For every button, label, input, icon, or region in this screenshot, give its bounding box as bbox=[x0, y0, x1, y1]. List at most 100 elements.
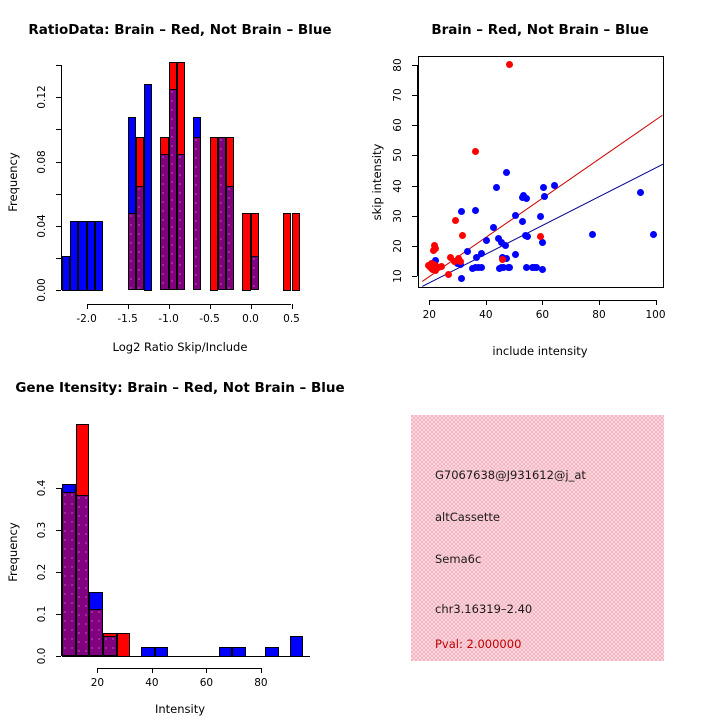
scatter-point-blue bbox=[497, 239, 505, 247]
axis-tick-label: 20 bbox=[90, 677, 105, 689]
axis-tick-label: 0.08 bbox=[36, 149, 48, 174]
axis-tick-label: 20 bbox=[422, 309, 436, 321]
histogram-bar bbox=[232, 424, 246, 657]
ratio-histogram-title: RatioData: Brain – Red, Not Brain – Blue bbox=[28, 22, 332, 38]
histogram-bar bbox=[116, 424, 131, 657]
ratio-histogram-y-axis-label: Frequency bbox=[6, 152, 20, 212]
scatter-point-blue bbox=[541, 192, 549, 200]
axis-tick bbox=[56, 65, 61, 67]
histogram-bar-red bbox=[225, 137, 235, 187]
axis-line bbox=[61, 65, 62, 290]
axis-tick-label: 70 bbox=[392, 88, 404, 102]
axis-tick bbox=[56, 571, 61, 573]
axis-tick-label: 80 bbox=[592, 309, 606, 321]
histogram-bar bbox=[70, 62, 79, 291]
histogram-bar-overlap bbox=[168, 89, 177, 290]
axis-tick-label: 100 bbox=[645, 309, 666, 321]
scatter-point-blue bbox=[537, 212, 545, 220]
axis-line bbox=[417, 65, 418, 276]
axis-tick-label: 0.00 bbox=[36, 278, 48, 302]
ratio-histogram-x-axis-label: Log2 Ratio Skip/Include bbox=[112, 340, 248, 354]
histogram-bar bbox=[62, 424, 76, 656]
scatter-y-axis-label: skip intensity bbox=[370, 143, 384, 221]
histogram-bar bbox=[217, 62, 226, 290]
scatter-point-blue bbox=[538, 266, 546, 274]
axis-tick bbox=[127, 304, 129, 309]
scatter-point-red bbox=[498, 255, 506, 263]
axis-tick bbox=[542, 300, 544, 305]
histogram-bar bbox=[193, 62, 202, 290]
histogram-bar-red bbox=[160, 137, 169, 155]
event-type-text: altCassette bbox=[435, 510, 500, 524]
panel-ratio-histogram: RatioData: Brain – Red, Not Brain – Blue… bbox=[0, 0, 360, 360]
histogram-bar-red bbox=[209, 137, 218, 291]
probe-id-text: G7067638@J931612@j_at bbox=[435, 468, 586, 482]
scatter-point-red bbox=[425, 261, 433, 269]
scatter-point-blue bbox=[457, 275, 465, 283]
histogram-bar bbox=[218, 424, 233, 657]
histogram-baseline bbox=[62, 656, 310, 657]
histogram-bar bbox=[291, 62, 300, 291]
scatter-point-red bbox=[438, 262, 446, 270]
axis-tick bbox=[56, 193, 61, 195]
scatter-title: Brain – Red, Not Brain – Blue bbox=[431, 22, 649, 38]
axis-tick bbox=[429, 300, 431, 305]
axis-tick-label: -0.5 bbox=[199, 313, 220, 325]
gene-histogram-title: Gene Itensity: Brain – Red, Not Brain – … bbox=[15, 380, 345, 396]
scatter-point-blue bbox=[522, 194, 530, 202]
axis-tick-label: 0.1 bbox=[36, 605, 48, 623]
axis-tick bbox=[412, 95, 417, 97]
scatter-point-red bbox=[450, 258, 458, 266]
axis-tick bbox=[56, 290, 61, 291]
axis-tick-label: 20 bbox=[392, 239, 404, 253]
histogram-bar-blue bbox=[78, 220, 87, 291]
histogram-bar-overlap bbox=[250, 256, 259, 290]
scatter-point-blue bbox=[501, 242, 509, 250]
axis-tick-label: 50 bbox=[392, 148, 404, 163]
scatter-point-blue bbox=[477, 264, 485, 272]
scatter-point-blue bbox=[522, 263, 530, 271]
histogram-bar-overlap bbox=[176, 153, 185, 290]
scatter-point-red bbox=[445, 271, 453, 279]
scatter-point-blue bbox=[473, 254, 481, 262]
axis-tick-label: 80 bbox=[254, 677, 268, 689]
scatter-point-blue bbox=[496, 265, 504, 272]
axis-tick-label: 0.04 bbox=[36, 214, 48, 238]
scatter-point-red bbox=[472, 147, 480, 155]
axis-tick bbox=[655, 300, 657, 305]
panel-probe-info: G7067638@J931612@j_at altCassette Sema6c… bbox=[411, 415, 664, 661]
axis-tick bbox=[56, 161, 61, 163]
histogram-bar-red bbox=[116, 633, 131, 657]
histogram-bar-blue bbox=[127, 116, 136, 214]
histogram-bar bbox=[78, 62, 87, 291]
axis-tick bbox=[412, 185, 417, 187]
axis-tick bbox=[206, 668, 208, 673]
histogram-bar-overlap bbox=[193, 137, 202, 290]
gene-symbol-text: Sema6c bbox=[435, 552, 482, 566]
axis-tick bbox=[412, 65, 417, 67]
axis-tick-label: 0.0 bbox=[36, 647, 48, 665]
axis-tick bbox=[56, 225, 61, 227]
scatter-point-red bbox=[431, 266, 439, 274]
histogram-bar bbox=[62, 62, 71, 291]
scatter-point-blue bbox=[500, 263, 508, 271]
axis-tick bbox=[56, 613, 61, 615]
axis-tick bbox=[598, 300, 600, 305]
histogram-bar bbox=[250, 62, 259, 290]
histogram-bar-red bbox=[168, 62, 177, 91]
axis-tick-label: 60 bbox=[199, 677, 214, 689]
histogram-bar bbox=[225, 62, 235, 290]
histogram-bar-overlap bbox=[217, 137, 226, 290]
axis-tick bbox=[412, 245, 417, 247]
scatter-point-red bbox=[452, 217, 460, 225]
axis-tick-label: 0.12 bbox=[36, 85, 48, 110]
axis-tick-label: 80 bbox=[392, 58, 404, 72]
histogram-bar-blue bbox=[289, 635, 304, 657]
scatter-point-blue bbox=[472, 206, 480, 214]
axis-tick-label: 60 bbox=[392, 118, 404, 132]
histogram-bar bbox=[86, 62, 95, 291]
axis-tick-label: 0.2 bbox=[36, 563, 48, 581]
axis-tick-label: 40 bbox=[392, 178, 404, 193]
axis-tick bbox=[485, 300, 487, 305]
axis-line bbox=[97, 668, 261, 669]
